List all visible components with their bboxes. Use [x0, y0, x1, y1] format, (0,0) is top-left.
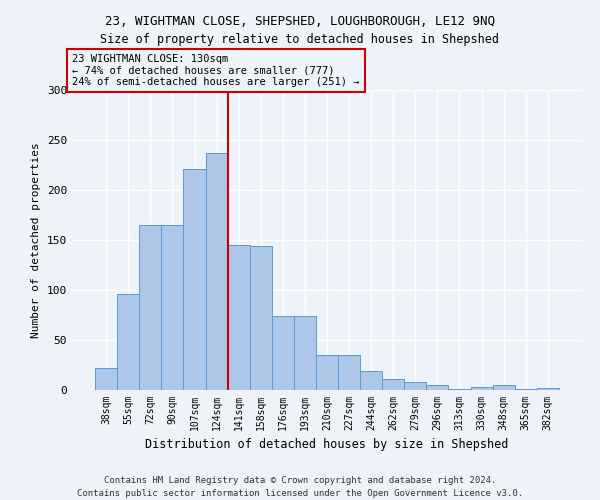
Bar	[184, 169, 206, 390]
Bar	[316, 355, 338, 390]
Text: 23 WIGHTMAN CLOSE: 130sqm
← 74% of detached houses are smaller (777)
24% of semi: 23 WIGHTMAN CLOSE: 130sqm ← 74% of detac…	[72, 54, 359, 87]
Bar	[95, 368, 117, 390]
Bar	[250, 246, 272, 390]
Bar	[382, 379, 404, 390]
Bar	[338, 355, 360, 390]
Text: 23, WIGHTMAN CLOSE, SHEPSHED, LOUGHBOROUGH, LE12 9NQ: 23, WIGHTMAN CLOSE, SHEPSHED, LOUGHBOROU…	[105, 15, 495, 28]
Bar	[515, 389, 537, 390]
Bar	[427, 385, 448, 390]
Bar	[206, 153, 227, 390]
X-axis label: Distribution of detached houses by size in Shepshed: Distribution of detached houses by size …	[145, 438, 509, 452]
Bar	[227, 245, 250, 390]
Bar	[360, 371, 382, 390]
Bar	[272, 316, 294, 390]
Bar	[470, 387, 493, 390]
Bar	[161, 225, 184, 390]
Bar	[117, 294, 139, 390]
Text: Contains HM Land Registry data © Crown copyright and database right 2024.
Contai: Contains HM Land Registry data © Crown c…	[77, 476, 523, 498]
Y-axis label: Number of detached properties: Number of detached properties	[31, 142, 41, 338]
Bar	[294, 316, 316, 390]
Bar	[448, 389, 470, 390]
Bar	[404, 382, 427, 390]
Bar	[139, 225, 161, 390]
Text: Size of property relative to detached houses in Shepshed: Size of property relative to detached ho…	[101, 32, 499, 46]
Bar	[493, 385, 515, 390]
Bar	[537, 388, 559, 390]
